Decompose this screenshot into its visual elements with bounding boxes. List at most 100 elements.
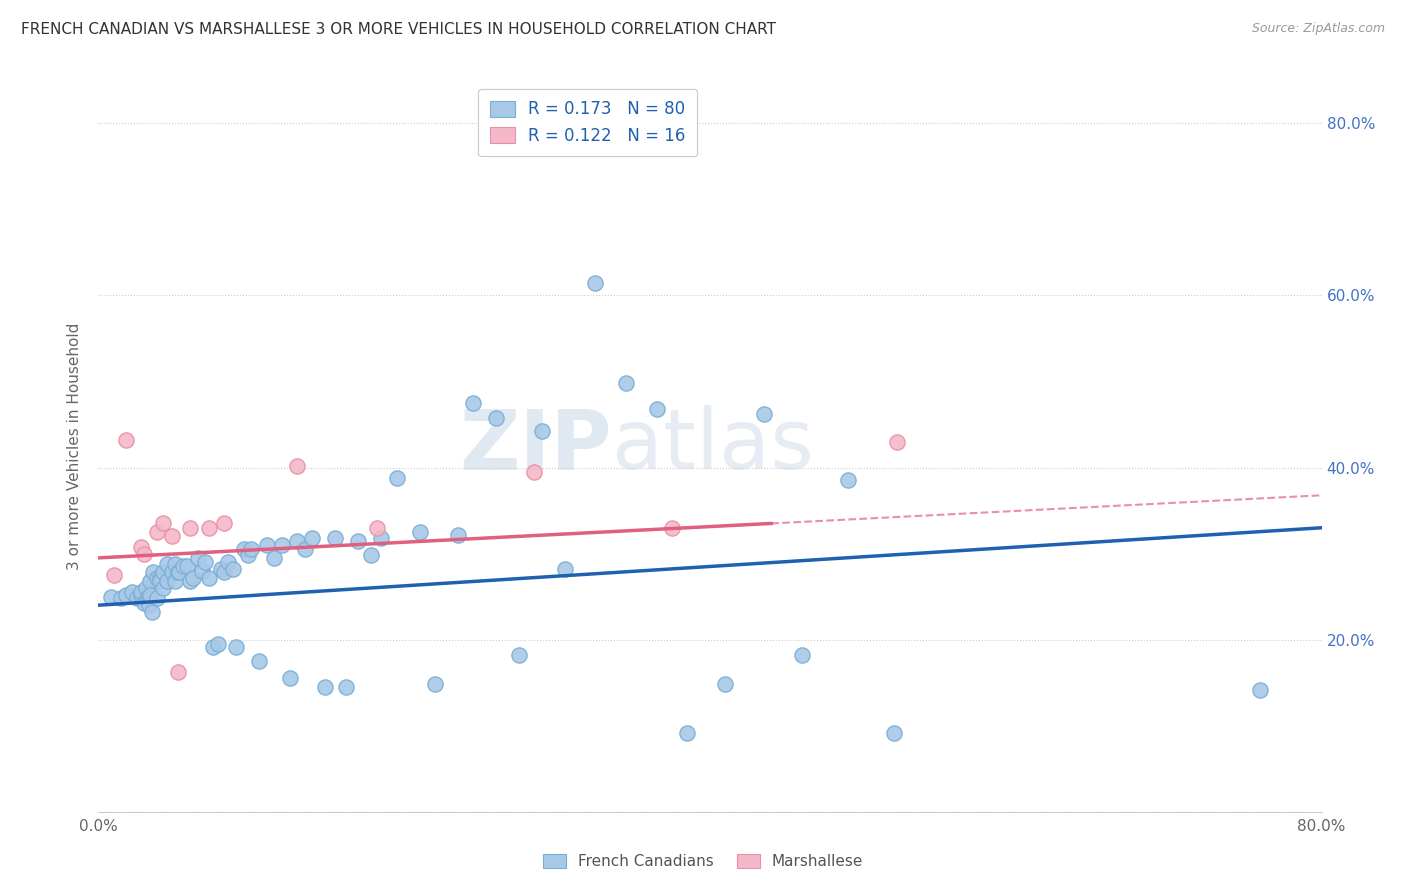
Point xyxy=(212,516,235,531)
Point xyxy=(152,516,174,531)
Text: ZIP: ZIP xyxy=(460,406,612,486)
Point xyxy=(167,566,190,580)
Point xyxy=(145,524,167,539)
Point xyxy=(134,547,156,561)
Point xyxy=(294,542,316,557)
Point xyxy=(172,559,194,574)
Point xyxy=(325,531,347,545)
Point xyxy=(110,591,132,606)
Point xyxy=(142,566,165,580)
Legend: R = 0.173   N = 80, R = 0.122   N = 16: R = 0.173 N = 80, R = 0.122 N = 16 xyxy=(478,88,697,156)
Point xyxy=(240,542,263,557)
Point xyxy=(278,671,301,685)
Point xyxy=(209,562,232,576)
Text: FRENCH CANADIAN VS MARSHALLESE 3 OR MORE VEHICLES IN HOUSEHOLD CORRELATION CHART: FRENCH CANADIAN VS MARSHALLESE 3 OR MORE… xyxy=(21,22,776,37)
Point xyxy=(134,597,156,611)
Point xyxy=(160,566,183,580)
Point xyxy=(263,550,285,565)
Point xyxy=(141,605,163,619)
Point xyxy=(149,574,172,588)
Point xyxy=(181,571,204,585)
Point xyxy=(217,555,239,569)
Point xyxy=(247,654,270,668)
Point xyxy=(366,521,388,535)
Point xyxy=(152,581,174,595)
Point xyxy=(645,402,668,417)
Legend: French Canadians, Marshallese: French Canadians, Marshallese xyxy=(537,848,869,875)
Point xyxy=(485,410,508,425)
Point xyxy=(139,588,162,602)
Point xyxy=(314,680,336,694)
Point xyxy=(335,680,357,694)
Point xyxy=(423,677,446,691)
Point xyxy=(256,538,278,552)
Point xyxy=(176,559,198,574)
Point xyxy=(661,521,683,535)
Point xyxy=(222,562,245,576)
Point xyxy=(461,396,484,410)
Point xyxy=(139,574,162,588)
Point xyxy=(167,665,190,680)
Point xyxy=(194,555,217,569)
Point xyxy=(225,640,247,654)
Point xyxy=(883,725,905,739)
Point xyxy=(100,590,122,604)
Point xyxy=(191,564,214,578)
Point xyxy=(169,566,191,580)
Point xyxy=(301,531,323,545)
Point xyxy=(508,648,530,662)
Point xyxy=(1249,682,1271,697)
Point xyxy=(160,529,183,543)
Point xyxy=(583,276,606,290)
Point xyxy=(197,521,219,535)
Point xyxy=(156,557,179,571)
Point xyxy=(285,533,308,548)
Point xyxy=(163,557,186,571)
Point xyxy=(530,425,553,439)
Point xyxy=(523,465,546,479)
Point xyxy=(179,521,201,535)
Point xyxy=(197,571,219,585)
Point xyxy=(187,550,209,565)
Y-axis label: 3 or more Vehicles in Household: 3 or more Vehicles in Household xyxy=(67,322,83,570)
Point xyxy=(145,591,167,606)
Point xyxy=(149,571,172,585)
Point xyxy=(152,566,174,580)
Point xyxy=(676,725,699,739)
Point xyxy=(135,581,157,595)
Point xyxy=(360,549,382,563)
Point xyxy=(163,574,186,588)
Point xyxy=(156,574,179,588)
Point xyxy=(270,538,292,552)
Point xyxy=(129,588,152,602)
Point xyxy=(115,588,138,602)
Point xyxy=(370,531,392,545)
Point xyxy=(136,591,159,606)
Point xyxy=(125,591,148,606)
Point xyxy=(145,571,167,585)
Point xyxy=(408,524,430,539)
Point xyxy=(790,648,813,662)
Point xyxy=(285,458,308,473)
Point xyxy=(138,598,160,612)
Point xyxy=(238,549,260,563)
Text: atlas: atlas xyxy=(612,406,814,486)
Point xyxy=(714,677,737,691)
Point xyxy=(121,585,143,599)
Point xyxy=(179,574,201,588)
Point xyxy=(207,637,229,651)
Point xyxy=(554,562,576,576)
Point xyxy=(138,591,160,606)
Point xyxy=(447,527,470,541)
Point xyxy=(752,407,775,421)
Point xyxy=(129,540,152,554)
Point xyxy=(115,433,138,447)
Point xyxy=(202,640,225,654)
Point xyxy=(103,568,125,582)
Point xyxy=(212,566,235,580)
Text: Source: ZipAtlas.com: Source: ZipAtlas.com xyxy=(1251,22,1385,36)
Point xyxy=(385,471,408,485)
Point xyxy=(347,533,370,548)
Point xyxy=(614,376,637,391)
Point xyxy=(886,434,908,449)
